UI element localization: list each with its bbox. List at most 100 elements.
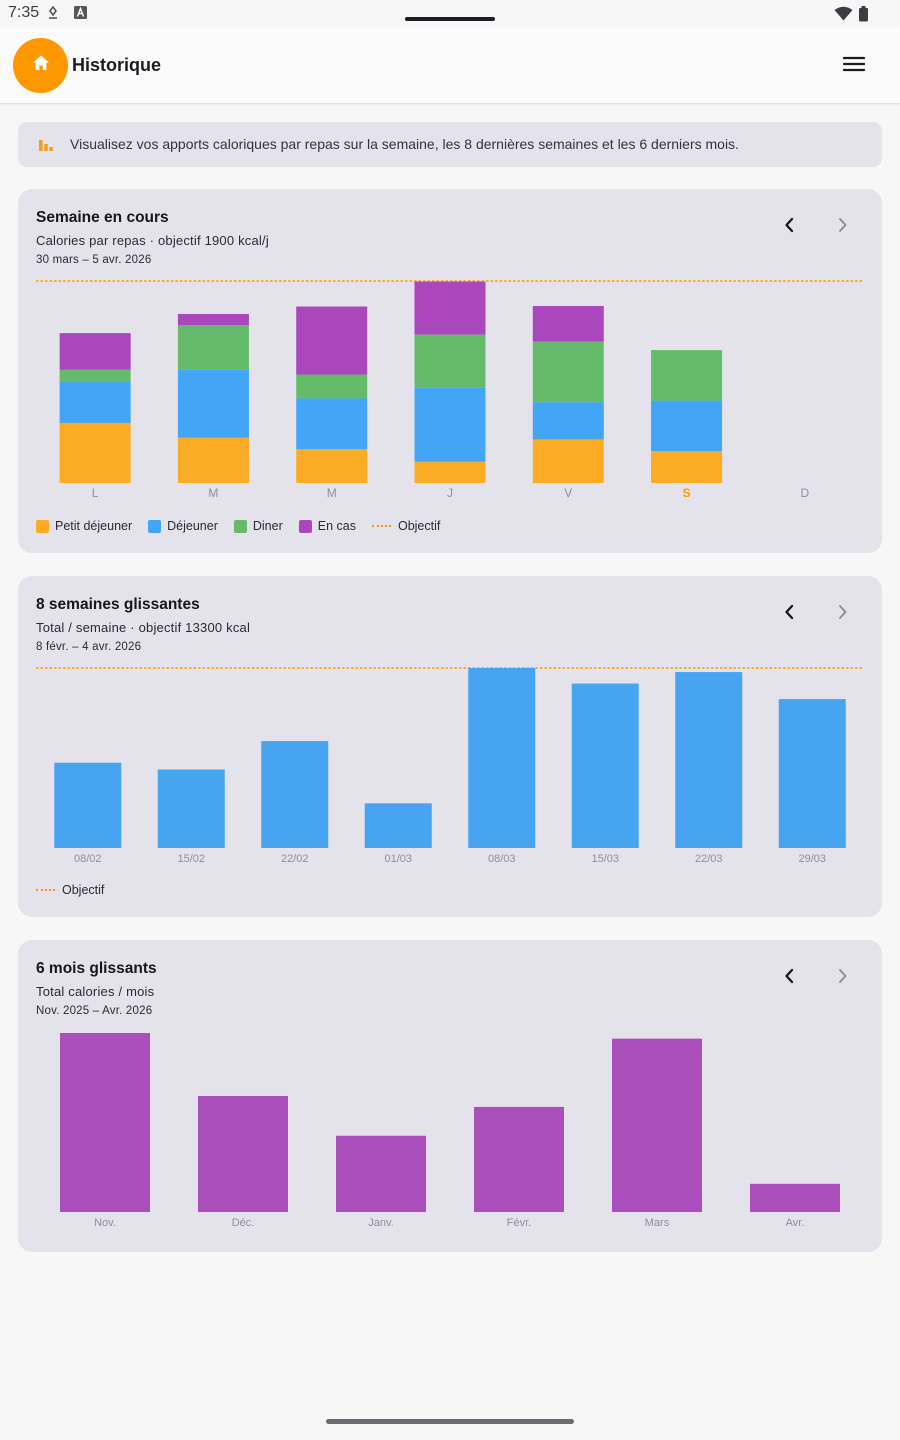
app-bar: Historique bbox=[0, 27, 900, 104]
bar-segment-lunch bbox=[59, 382, 131, 423]
bar bbox=[364, 803, 432, 848]
legend-breakfast-swatch bbox=[36, 519, 49, 533]
home-button[interactable] bbox=[13, 38, 68, 93]
bar bbox=[612, 1038, 702, 1212]
legend-target: Objectif bbox=[36, 883, 104, 897]
x-tick-label: M bbox=[208, 486, 218, 500]
bar-segment-breakfast bbox=[59, 422, 131, 483]
legend-target-line bbox=[36, 889, 55, 891]
weeks-next-button[interactable] bbox=[825, 596, 861, 632]
bar-segment-lunch bbox=[651, 400, 723, 452]
x-tick-label: M bbox=[327, 486, 337, 500]
week-prev-button[interactable] bbox=[771, 209, 807, 245]
legend-snack: En cas bbox=[298, 519, 356, 533]
legend-target-label: Objectif bbox=[397, 519, 441, 533]
x-tick-label: L bbox=[92, 486, 99, 500]
bar-segment-lunch bbox=[414, 387, 486, 462]
x-tick-label: 08/03 bbox=[488, 853, 516, 865]
months-card-subtitle: Total calories / mois bbox=[36, 984, 155, 999]
x-tick-label: Déc. bbox=[232, 1217, 255, 1229]
chevron-left-icon bbox=[784, 968, 794, 989]
legend-lunch-label: Déjeuner bbox=[167, 519, 218, 533]
x-tick-label: Janv. bbox=[368, 1217, 393, 1229]
legend-dinner-swatch bbox=[233, 519, 247, 533]
bar-segment-breakfast bbox=[296, 448, 368, 483]
months-prev-button[interactable] bbox=[771, 960, 807, 996]
gesture-bar[interactable] bbox=[326, 1419, 574, 1424]
x-tick-label: Avr. bbox=[786, 1217, 805, 1229]
bar-chart-icon bbox=[38, 136, 54, 157]
x-tick-label: D bbox=[801, 486, 810, 500]
bar bbox=[750, 1183, 840, 1212]
bar-segment-breakfast bbox=[532, 439, 604, 483]
x-tick-label: 01/03 bbox=[384, 853, 412, 865]
weeks-card-title: 8 semaines glissantes bbox=[36, 596, 200, 613]
menu-button[interactable] bbox=[834, 49, 874, 83]
x-tick-label: 22/03 bbox=[695, 853, 723, 865]
months-card-title: 6 mois glissants bbox=[36, 960, 157, 977]
bar-segment-dinner bbox=[59, 369, 131, 382]
home-icon bbox=[31, 53, 51, 78]
bar-segment-snack bbox=[296, 306, 368, 375]
legend-target: Objectif bbox=[371, 519, 441, 533]
legend-lunch-swatch bbox=[148, 519, 162, 533]
hamburger-menu-icon bbox=[842, 56, 866, 77]
bar-segment-dinner bbox=[296, 374, 368, 399]
bar-segment-breakfast bbox=[651, 451, 723, 483]
legend-dinner: Diner bbox=[233, 519, 283, 533]
months-next-button[interactable] bbox=[825, 960, 861, 996]
bar bbox=[336, 1135, 426, 1212]
x-tick-label: 29/03 bbox=[798, 853, 826, 865]
bar-segment-dinner bbox=[414, 334, 486, 388]
chevron-left-icon bbox=[784, 217, 794, 238]
months-bar-chart: Nov. Déc. Janv. Févr. Mars Avr. bbox=[60, 1033, 840, 1229]
bar-segment-snack bbox=[414, 281, 486, 335]
legend-snack-label: En cas bbox=[317, 519, 356, 533]
x-tick-label: 08/02 bbox=[74, 853, 102, 865]
bar-segment-lunch bbox=[296, 398, 368, 449]
legend-breakfast: Petit déjeuner bbox=[36, 519, 132, 533]
bar bbox=[778, 699, 846, 848]
months-card-range: Nov. 2025 – Avr. 2026 bbox=[36, 1005, 153, 1017]
legend-target-label: Objectif bbox=[62, 883, 105, 897]
x-tick-label: V bbox=[564, 486, 572, 500]
x-tick-label: 15/03 bbox=[591, 853, 619, 865]
x-tick-label: J bbox=[447, 486, 453, 500]
bar bbox=[157, 769, 225, 848]
legend-snack-swatch bbox=[298, 519, 312, 533]
bar-segment-snack bbox=[532, 305, 604, 342]
week-card-subtitle: Calories par repas · objectif 1900 kcal/… bbox=[36, 233, 269, 248]
bar-segment-breakfast bbox=[414, 461, 486, 483]
info-banner: Visualisez vos apports caloriques par re… bbox=[18, 122, 882, 167]
weeks-card-range: 8 févr. – 4 avr. 2026 bbox=[36, 641, 142, 653]
banner-text: Visualisez vos apports caloriques par re… bbox=[70, 136, 739, 152]
status-bar: 7:35 bbox=[0, 0, 900, 27]
legend-dinner-label: Diner bbox=[252, 519, 283, 533]
legend-lunch: Déjeuner bbox=[148, 519, 218, 533]
chevron-right-icon bbox=[838, 217, 848, 238]
bar-segment-snack bbox=[177, 313, 249, 326]
week-card: Semaine en cours Calories par repas · ob… bbox=[18, 189, 882, 553]
bar bbox=[468, 668, 536, 848]
bar bbox=[198, 1095, 288, 1212]
week-card-title: Semaine en cours bbox=[36, 209, 169, 226]
bar-segment-lunch bbox=[177, 369, 249, 438]
bar bbox=[261, 741, 329, 848]
bar bbox=[60, 1033, 150, 1212]
chevron-right-icon bbox=[838, 604, 848, 625]
weeks-prev-button[interactable] bbox=[771, 596, 807, 632]
week-legend: Petit déjeuner Déjeuner Diner En cas Obj… bbox=[36, 519, 456, 533]
status-time: 7:35 bbox=[8, 4, 40, 21]
x-tick-label: 22/02 bbox=[281, 853, 309, 865]
page-title: Historique bbox=[72, 55, 162, 75]
bar-segment-snack bbox=[59, 333, 131, 370]
legend-breakfast-label: Petit déjeuner bbox=[55, 519, 133, 533]
camera-notch bbox=[405, 17, 495, 21]
chevron-right-icon bbox=[838, 968, 848, 989]
weeks-legend: Objectif bbox=[36, 883, 120, 897]
bar-segment-dinner bbox=[651, 350, 723, 401]
bar bbox=[571, 683, 639, 848]
week-next-button[interactable] bbox=[825, 209, 861, 245]
bar bbox=[54, 762, 122, 848]
